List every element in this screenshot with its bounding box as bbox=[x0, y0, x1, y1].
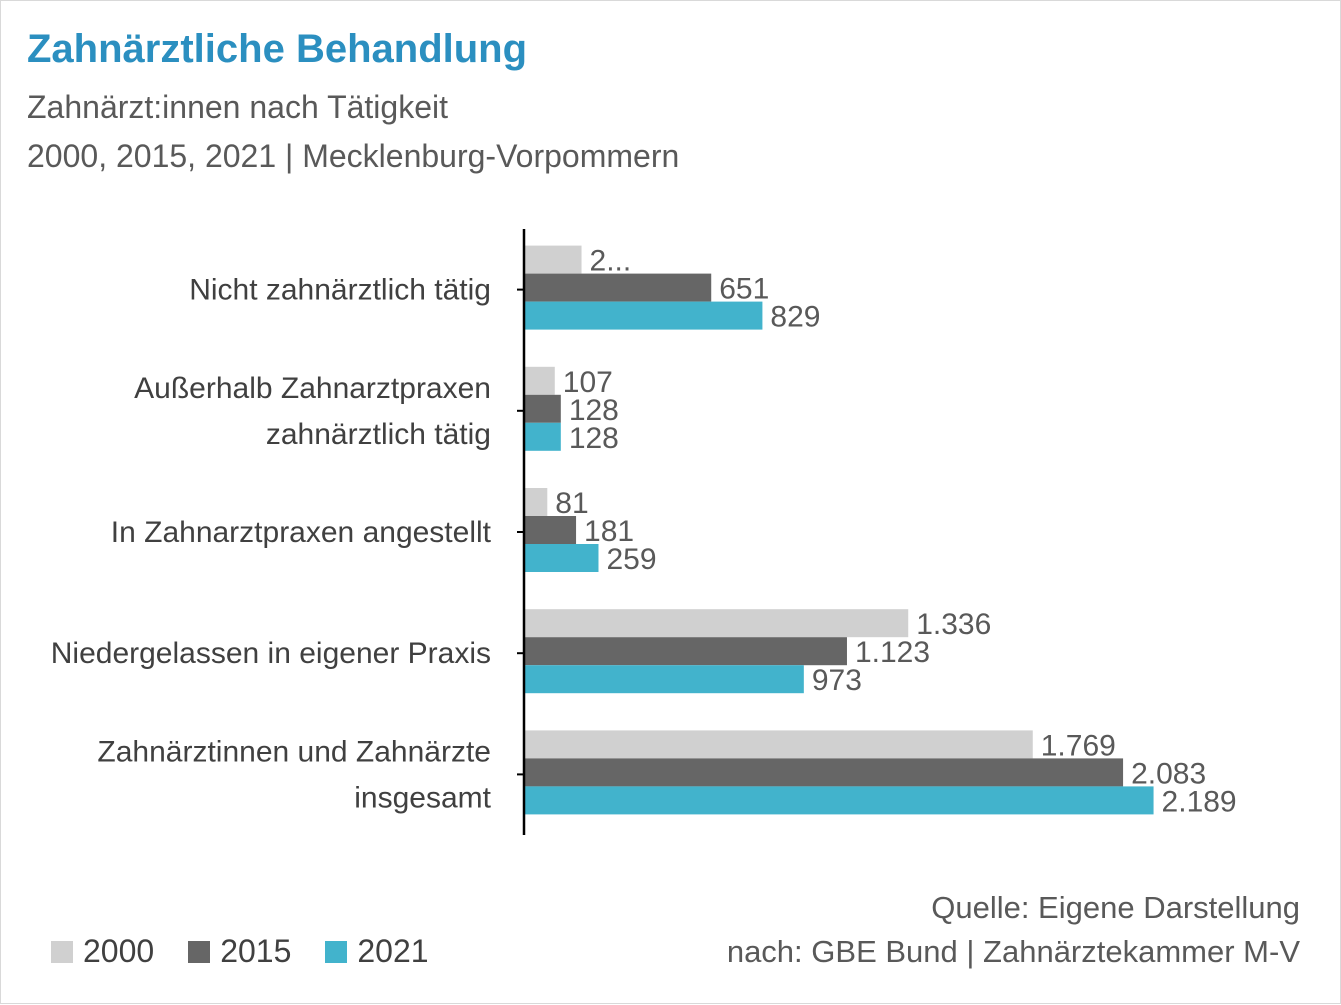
data-label-2021: 973 bbox=[812, 664, 862, 697]
data-label-2000: 107 bbox=[563, 366, 613, 399]
bar-2015 bbox=[524, 758, 1124, 787]
legend-label-2015: 2015 bbox=[220, 933, 292, 969]
legend-item-2000: 2000 bbox=[51, 933, 154, 970]
bar-2021 bbox=[524, 301, 763, 330]
bar-2015 bbox=[524, 273, 712, 302]
data-label-2000: 2... bbox=[590, 245, 632, 278]
chart-subtitle: Zahnärzt:innen nach Tätigkeit bbox=[27, 89, 448, 125]
data-label-2000: 1.336 bbox=[916, 608, 991, 641]
data-label-2000: 81 bbox=[555, 487, 588, 520]
legend-label-2000: 2000 bbox=[83, 933, 155, 969]
category-label: In Zahnarztpraxen angestellt bbox=[111, 516, 492, 549]
category-label: Niedergelassen in eigener Praxis bbox=[51, 637, 491, 670]
category-label: insgesamt bbox=[354, 781, 491, 814]
data-label-2015: 1.123 bbox=[855, 636, 930, 669]
data-label-2015: 2.083 bbox=[1131, 757, 1206, 790]
source-line-1: Quelle: Eigene Darstellung bbox=[931, 890, 1300, 925]
data-label-2000: 1.769 bbox=[1041, 729, 1116, 762]
chart-title: Zahnärztliche Behandlung bbox=[27, 27, 528, 71]
legend-swatch-2015 bbox=[188, 940, 211, 963]
data-label-2015: 651 bbox=[719, 273, 769, 306]
bar-2021 bbox=[524, 422, 561, 451]
data-label-2015: 128 bbox=[569, 394, 619, 427]
bar-2000 bbox=[524, 609, 909, 638]
bar-2000 bbox=[524, 730, 1033, 759]
legend-label-2021: 2021 bbox=[357, 933, 429, 969]
data-label-2021: 259 bbox=[606, 543, 656, 576]
data-label-2021: 829 bbox=[770, 301, 820, 334]
category-label: Nicht zahnärztlich tätig bbox=[189, 274, 491, 307]
bar-2000 bbox=[524, 366, 555, 395]
bar-2000 bbox=[524, 488, 548, 516]
data-label-2015: 181 bbox=[584, 515, 634, 548]
bar-2021 bbox=[524, 665, 804, 694]
category-label: zahnärztlich tätig bbox=[266, 418, 491, 451]
source-note: Quelle: Eigene Darstellung nach: GBE Bun… bbox=[727, 886, 1300, 974]
legend-swatch-2021 bbox=[325, 940, 348, 963]
chart-subtitle-years-region: 2000, 2015, 2021 | Mecklenburg-Vorpommer… bbox=[27, 138, 680, 174]
data-label-2021: 128 bbox=[569, 422, 619, 455]
bar-2000 bbox=[524, 245, 582, 274]
bar-2015 bbox=[524, 516, 577, 544]
legend: 2000 2015 2021 bbox=[51, 933, 463, 970]
source-line-2: nach: GBE Bund | Zahnärztekammer M-V bbox=[726, 934, 1300, 969]
bar-2015 bbox=[524, 394, 561, 423]
legend-item-2021: 2021 bbox=[325, 933, 429, 970]
data-label-2021: 2.189 bbox=[1162, 785, 1237, 818]
legend-swatch-2000 bbox=[51, 940, 73, 963]
category-label: Außerhalb Zahnarztpraxen bbox=[134, 372, 491, 405]
category-label: Zahnärztinnen und Zahnärzte bbox=[97, 735, 491, 768]
bar-2021 bbox=[524, 786, 1154, 815]
legend-item-2015: 2015 bbox=[188, 933, 291, 970]
bar-2015 bbox=[524, 637, 847, 666]
bar-2021 bbox=[524, 544, 599, 572]
